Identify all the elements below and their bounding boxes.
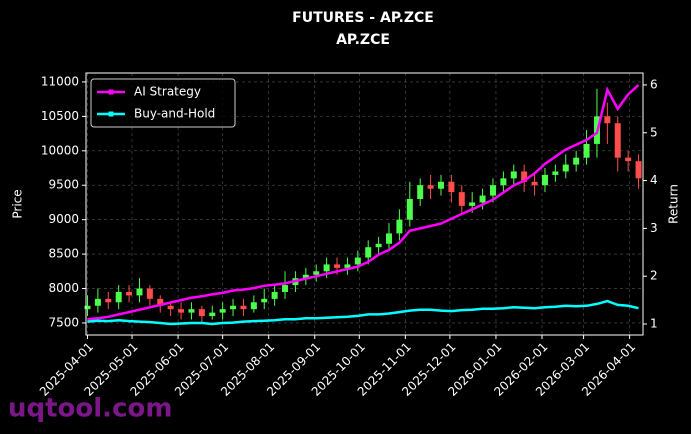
- y2-tick-label: 6: [650, 77, 658, 91]
- candle-body: [489, 185, 496, 196]
- candle-body: [209, 312, 216, 317]
- candle-body: [448, 181, 455, 193]
- candle-body: [240, 305, 247, 310]
- candle-body: [198, 309, 205, 317]
- candle-body: [500, 178, 507, 186]
- candle-body: [386, 233, 393, 244]
- legend-marker: [108, 111, 114, 117]
- candle-body: [583, 143, 590, 158]
- y2-tick-label: 1: [650, 317, 658, 331]
- watermark: uqtool.com: [8, 394, 172, 424]
- y-tick-label: 8000: [48, 281, 79, 295]
- candle-body: [188, 309, 195, 313]
- y2-tick-label: 3: [650, 221, 658, 235]
- candle-body: [365, 247, 372, 258]
- candle-body: [115, 291, 122, 303]
- y-tick-label: 10500: [41, 109, 79, 123]
- candle-body: [271, 291, 278, 299]
- plot-frame: [85, 72, 644, 336]
- candle-body: [396, 219, 403, 234]
- candle-body: [437, 181, 444, 189]
- candle-body: [531, 181, 538, 186]
- candle-body: [375, 243, 382, 248]
- candle-body: [541, 174, 548, 186]
- candle-body: [178, 309, 185, 313]
- y2-tick-label: 5: [650, 125, 658, 139]
- candle-body: [250, 302, 257, 310]
- candle-body: [136, 288, 143, 296]
- y2-axis-label: Return: [667, 184, 681, 224]
- legend-label: Buy-and-Hold: [134, 107, 215, 121]
- candle-body: [126, 291, 133, 296]
- candle-body: [334, 264, 341, 268]
- candle-body: [469, 202, 476, 206]
- legend-marker: [108, 89, 114, 95]
- candle-body: [313, 271, 320, 275]
- candle-body: [354, 257, 361, 265]
- candle-body: [479, 195, 486, 203]
- candle-body: [625, 157, 632, 162]
- candle-body: [614, 123, 621, 158]
- candle-body: [282, 285, 289, 292]
- y-tick-label: 9500: [48, 178, 79, 192]
- chart-title: FUTURES - AP.ZCE: [292, 10, 434, 26]
- candle-body: [406, 199, 413, 220]
- y-tick-label: 10000: [41, 143, 79, 157]
- return-line: [87, 299, 639, 326]
- candle-body: [427, 185, 434, 189]
- y2-tick-label: 4: [650, 173, 658, 187]
- candle-body: [105, 298, 112, 303]
- candle-body: [323, 264, 330, 272]
- y2-tick-label: 2: [650, 269, 658, 283]
- y-tick-label: 11000: [41, 74, 79, 88]
- y-tick-label: 8500: [48, 247, 79, 261]
- candle-body: [344, 264, 351, 268]
- candle-body: [552, 171, 559, 175]
- candle-body: [219, 309, 226, 313]
- candle-body: [230, 305, 237, 310]
- candle-body: [521, 171, 528, 182]
- y-tick-label: 9000: [48, 212, 79, 226]
- chart-subtitle: AP.ZCE: [336, 32, 390, 48]
- candle-body: [562, 164, 569, 172]
- candle-body: [167, 305, 174, 310]
- candle-body: [302, 274, 309, 279]
- candle-body: [604, 116, 611, 124]
- legend: AI Strategy Buy-and-Hold: [90, 78, 236, 128]
- candle-body: [417, 185, 424, 200]
- candle-body: [157, 298, 164, 306]
- candle-body: [84, 305, 91, 310]
- candle-body: [458, 192, 465, 206]
- return-line: [87, 84, 640, 321]
- candle-body: [261, 298, 268, 303]
- candle-body: [510, 171, 517, 179]
- legend-box: [90, 78, 236, 128]
- y-axis-label: Price: [11, 189, 25, 218]
- legend-label: AI Strategy: [134, 85, 201, 99]
- candle-body: [573, 157, 580, 165]
- candle-body: [94, 298, 101, 306]
- y-tick-label: 7500: [48, 315, 79, 329]
- candle-body: [635, 161, 642, 179]
- candle-body: [146, 288, 153, 299]
